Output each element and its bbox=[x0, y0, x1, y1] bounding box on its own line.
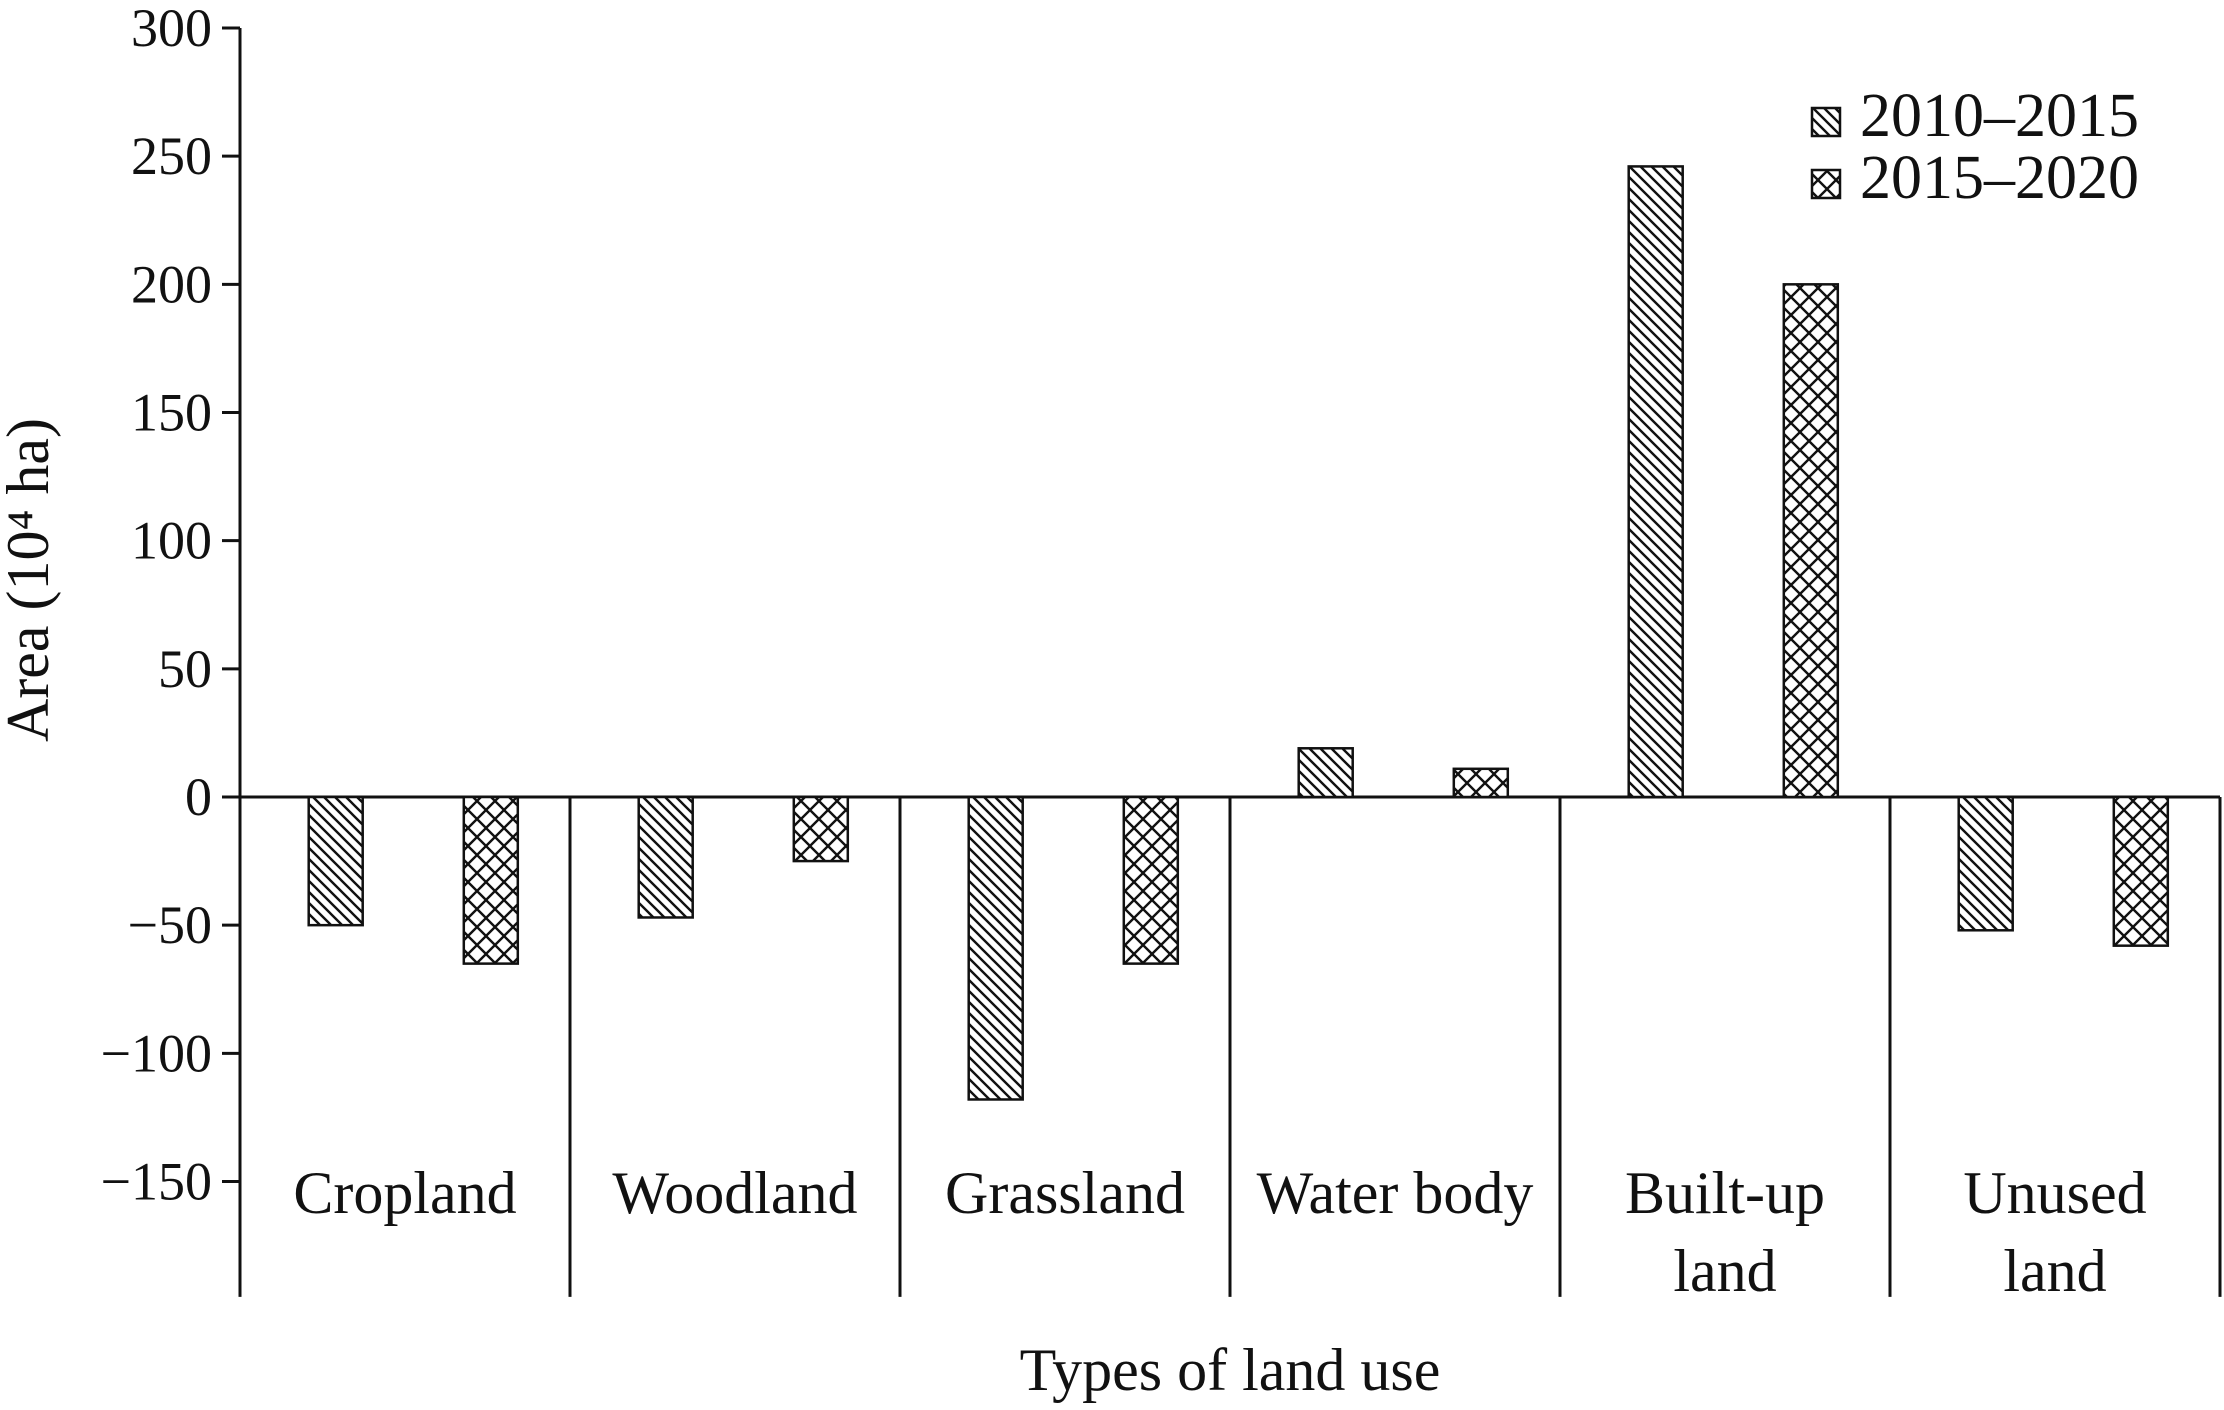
bar-series-2-2 bbox=[1122, 795, 1180, 965]
bar-series-2-5 bbox=[2112, 795, 2170, 947]
category-label: Grassland bbox=[945, 1160, 1185, 1226]
bar-series-2-4 bbox=[1782, 283, 1840, 799]
bar-series-1-1 bbox=[637, 795, 694, 919]
y-axis-title: Area (10⁴ ha) bbox=[0, 418, 61, 742]
y-tick-label: 250 bbox=[131, 126, 212, 186]
y-tick-label: −150 bbox=[101, 1152, 212, 1212]
category-label: land bbox=[1673, 1238, 1776, 1304]
bar-series-1-4 bbox=[1627, 165, 1684, 799]
y-tick-label: −100 bbox=[101, 1023, 212, 1083]
y-tick-label: −50 bbox=[128, 895, 212, 955]
x-axis-title: Types of land use bbox=[1020, 1337, 1441, 1403]
legend-label-2: 2015–2020 bbox=[1860, 144, 2139, 212]
y-tick-label: 300 bbox=[131, 0, 212, 58]
y-tick-label: 0 bbox=[185, 767, 212, 827]
category-label: Woodland bbox=[612, 1160, 857, 1226]
category-label: Built-up bbox=[1625, 1160, 1825, 1226]
y-tick-label: 200 bbox=[131, 254, 212, 314]
y-tick-label: 50 bbox=[158, 639, 212, 699]
bar-series-2-0 bbox=[462, 795, 520, 965]
category-label: land bbox=[2003, 1238, 2106, 1304]
legend-swatch-1 bbox=[1810, 106, 1842, 138]
bar-series-2-1 bbox=[792, 795, 850, 863]
legend-label-1: 2010–2015 bbox=[1860, 82, 2139, 150]
bar-series-1-3 bbox=[1297, 747, 1354, 799]
bar-series-1-0 bbox=[307, 795, 364, 927]
legend-swatch-2 bbox=[1810, 168, 1842, 200]
bar-series-1-2 bbox=[967, 795, 1024, 1101]
y-tick-label: 100 bbox=[131, 511, 212, 571]
bar-series-1-5 bbox=[1957, 795, 2014, 932]
category-label: Unused bbox=[1963, 1160, 2146, 1226]
y-tick-label: 150 bbox=[131, 383, 212, 443]
category-label: Water body bbox=[1257, 1160, 1534, 1226]
bar-series-2-3 bbox=[1452, 767, 1510, 799]
category-label: Cropland bbox=[293, 1160, 516, 1226]
